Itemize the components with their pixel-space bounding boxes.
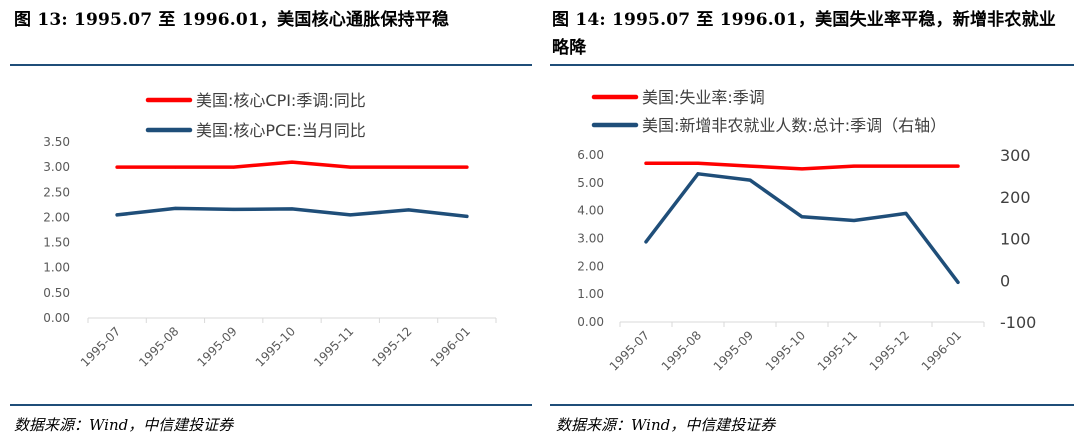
y-tick-label-14-1: 1.00 bbox=[577, 287, 604, 301]
data-point-13-0-1 bbox=[173, 165, 177, 169]
figure-14-title: 图 14: 1995.07 至 1996.01，美国失业率平稳，新增非农就业略降 bbox=[552, 10, 1056, 58]
x-tick-label-14-0: 1995-07 bbox=[607, 328, 652, 373]
x-tick-label-13-3: 1995-10 bbox=[253, 324, 298, 369]
y2-tick-label-14-4: 300 bbox=[1000, 146, 1031, 165]
x-tick-label-14-2: 1995-09 bbox=[711, 328, 756, 373]
data-point-14-0-3 bbox=[800, 167, 804, 171]
data-point-14-1-6 bbox=[956, 280, 960, 284]
data-point-14-1-4 bbox=[852, 219, 856, 223]
data-point-13-1-2 bbox=[232, 207, 236, 211]
y-tick-label-14-3: 3.00 bbox=[577, 232, 604, 246]
x-tick-label-13-5: 1995-12 bbox=[369, 324, 414, 369]
y-tick-label-14-5: 5.00 bbox=[577, 176, 604, 190]
y-tick-label-14-2: 2.00 bbox=[577, 259, 604, 273]
y2-tick-label-14-2: 100 bbox=[1000, 230, 1031, 249]
data-point-13-0-2 bbox=[232, 165, 236, 169]
data-point-14-1-3 bbox=[800, 215, 804, 219]
x-tick-label-14-3: 1995-10 bbox=[763, 328, 808, 373]
y-tick-label-13-3: 1.50 bbox=[43, 236, 70, 250]
bottom-rule-right bbox=[550, 404, 1074, 406]
y-tick-label-13-1: 0.50 bbox=[43, 286, 70, 300]
figure-13-source: 数据来源：Wind，中信建投证券 bbox=[14, 416, 234, 434]
data-point-13-1-0 bbox=[115, 213, 119, 217]
top-rule-right bbox=[550, 64, 1074, 66]
bottom-rule-left bbox=[10, 404, 532, 406]
legend-label-13-0: 美国:核心CPI:季调:同比 bbox=[196, 91, 366, 110]
data-point-13-1-4 bbox=[348, 213, 352, 217]
data-point-13-1-5 bbox=[407, 208, 411, 212]
y-tick-label-13-2: 1.00 bbox=[43, 261, 70, 275]
x-tick-label-14-5: 1995-12 bbox=[867, 328, 912, 373]
data-point-13-1-6 bbox=[465, 214, 469, 218]
legend-label-14-0: 美国:失业率:季调 bbox=[642, 88, 765, 107]
y2-tick-label-14-0: -100 bbox=[1000, 313, 1036, 332]
x-tick-label-13-6: 1996-01 bbox=[428, 324, 473, 369]
x-tick-label-13-0: 1995-07 bbox=[78, 324, 123, 369]
data-point-13-1-1 bbox=[173, 206, 177, 210]
y2-tick-label-14-1: 0 bbox=[1000, 271, 1010, 290]
y-tick-label-13-0: 0.00 bbox=[43, 311, 70, 325]
data-point-14-0-4 bbox=[852, 164, 856, 168]
data-point-13-1-3 bbox=[290, 207, 294, 211]
series-line-14-1 bbox=[644, 172, 960, 285]
legend-label-13-1: 美国:核心PCE:当月同比 bbox=[196, 121, 366, 140]
data-point-14-0-6 bbox=[956, 164, 960, 168]
data-point-14-1-2 bbox=[748, 178, 752, 182]
x-tick-label-14-1: 1995-08 bbox=[659, 328, 704, 373]
data-point-14-1-5 bbox=[904, 211, 908, 215]
data-point-13-0-5 bbox=[407, 165, 411, 169]
figure-14-source: 数据来源：Wind，中信建投证券 bbox=[556, 416, 776, 434]
y-tick-label-14-0: 0.00 bbox=[577, 315, 604, 329]
y-tick-label-13-5: 2.50 bbox=[43, 185, 70, 199]
y2-tick-label-14-3: 200 bbox=[1000, 188, 1031, 207]
x-tick-label-13-1: 1995-08 bbox=[136, 324, 181, 369]
top-rule-left bbox=[10, 64, 532, 66]
data-point-14-0-5 bbox=[904, 164, 908, 168]
x-tick-label-13-4: 1995-11 bbox=[311, 324, 356, 369]
data-point-14-0-0 bbox=[644, 161, 648, 165]
x-tick-label-14-4: 1995-11 bbox=[815, 328, 860, 373]
x-tick-label-14-6: 1996-01 bbox=[919, 328, 964, 373]
data-point-14-0-2 bbox=[748, 164, 752, 168]
figure-13-title: 图 13: 1995.07 至 1996.01，美国核心通胀保持平稳 bbox=[14, 10, 450, 30]
y-tick-label-13-6: 3.00 bbox=[43, 160, 70, 174]
y-tick-label-13-7: 3.50 bbox=[43, 135, 70, 149]
data-point-13-0-6 bbox=[465, 165, 469, 169]
data-point-13-0-3 bbox=[290, 160, 294, 164]
y-tick-label-13-4: 2.00 bbox=[43, 210, 70, 224]
data-point-14-1-1 bbox=[696, 172, 700, 176]
legend-label-14-1: 美国:新增非农就业人数:总计:季调（右轴） bbox=[642, 116, 946, 135]
data-point-14-1-0 bbox=[644, 240, 648, 244]
data-point-13-0-0 bbox=[115, 165, 119, 169]
y-tick-label-14-4: 4.00 bbox=[577, 204, 604, 218]
data-point-14-0-1 bbox=[696, 161, 700, 165]
y-tick-label-14-6: 6.00 bbox=[577, 148, 604, 162]
data-point-13-0-4 bbox=[348, 165, 352, 169]
x-tick-label-13-2: 1995-09 bbox=[194, 324, 239, 369]
